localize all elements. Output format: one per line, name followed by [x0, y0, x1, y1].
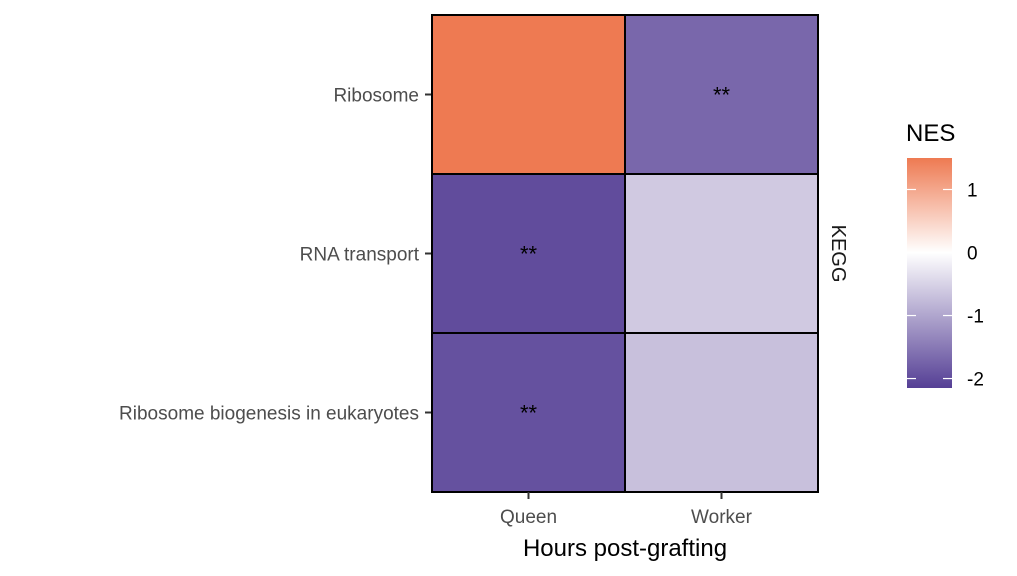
y-tick-label: Ribosome biogenesis in eukaryotes [119, 404, 419, 425]
legend-ticks: 1 0 -1 -2 [907, 181, 984, 391]
legend-tick-label: 0 [967, 244, 978, 265]
y-tick-label: RNA transport [300, 245, 420, 266]
x-tick-label: Queen [500, 507, 557, 528]
y-tick-label: Ribosome [333, 86, 419, 107]
legend-colorbar [907, 158, 952, 388]
cell-queen-rna-transport [431, 173, 626, 334]
significance-label: ** [520, 401, 538, 426]
cell-queen-ribosome-biogenesis-in-eukaryotes [431, 332, 626, 493]
x-axis-title: Hours post-grafting [523, 535, 727, 562]
x-tick-label: Worker [691, 507, 753, 528]
cell-worker-ribosome-biogenesis-in-eukaryotes [624, 332, 819, 493]
cell-worker-rna-transport [624, 173, 819, 334]
significance-label: ** [713, 83, 731, 108]
cell-worker-ribosome [624, 14, 819, 175]
legend-title: NES [906, 120, 955, 147]
cell-queen-ribosome [431, 14, 626, 175]
x-axis: Queen Worker [500, 492, 753, 528]
legend-tick-label: -2 [967, 370, 984, 391]
facet-strip-label: KEGG [827, 225, 849, 283]
legend: NES 1 0 -1 -2 [906, 120, 984, 391]
y-axis: Ribosome RNA transport Ribosome biogenesis… [119, 86, 432, 425]
heatmap-cells: ** ** ** [431, 14, 819, 493]
significance-label: ** [520, 242, 538, 267]
legend-tick-label: -1 [967, 307, 984, 328]
legend-tick-label: 1 [967, 181, 978, 202]
